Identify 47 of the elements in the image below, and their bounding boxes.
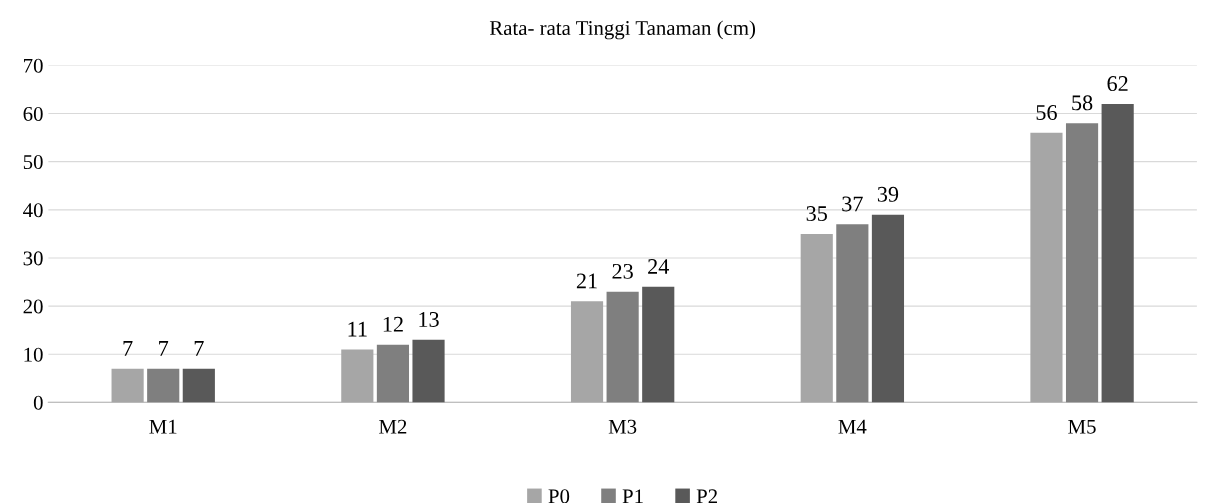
- data-label: 7: [194, 341, 204, 356]
- bar: [1101, 103, 1134, 403]
- data-label: 56: [1036, 105, 1057, 120]
- y-tick-label: 60: [23, 106, 43, 121]
- data-label: 62: [1107, 76, 1128, 92]
- bar: [147, 368, 180, 403]
- y-tick-label: 20: [23, 299, 43, 314]
- y-tick-label: 10: [24, 347, 43, 362]
- data-label: 7: [159, 341, 169, 356]
- bar: [836, 224, 869, 403]
- x-tick-label: M4: [838, 419, 867, 434]
- x-tick-label: M2: [379, 419, 407, 434]
- chart-title: Rata- rata Tinggi Tanaman (cm): [489, 20, 756, 40]
- data-label: 13: [419, 312, 439, 327]
- data-label: 58: [1072, 95, 1093, 111]
- data-label: 7: [123, 341, 133, 356]
- x-tick-label: M5: [1068, 419, 1096, 434]
- data-label: 24: [648, 259, 669, 274]
- bar: [182, 368, 215, 403]
- y-tick-label: 40: [23, 203, 43, 218]
- data-label: 12: [383, 316, 403, 332]
- bar: [376, 344, 409, 403]
- y-tick-label: 70: [24, 58, 43, 73]
- data-label: 11: [348, 321, 367, 337]
- legend-label: P0: [548, 489, 570, 503]
- bar: [412, 339, 445, 403]
- y-tick-label: 50: [23, 155, 43, 170]
- data-label: 39: [877, 186, 899, 202]
- legend-label: P1: [622, 489, 643, 503]
- data-label: 21: [576, 273, 597, 289]
- bar: [341, 349, 374, 403]
- x-tick-label: M3: [608, 419, 637, 434]
- bar: [111, 368, 144, 403]
- y-tick-label: 30: [23, 251, 43, 266]
- bar: [1030, 132, 1063, 403]
- data-label: 23: [612, 263, 633, 279]
- bar: [871, 214, 905, 403]
- data-label: 35: [806, 206, 827, 222]
- x-tick-label: M1: [149, 419, 177, 434]
- bar: [570, 301, 604, 403]
- bar: [1065, 123, 1099, 403]
- bar: [642, 286, 675, 403]
- y-tick-label: 0: [33, 395, 43, 410]
- bar: [606, 291, 639, 403]
- legend-label: P2: [696, 489, 717, 503]
- bar: [800, 233, 833, 403]
- data-label: 37: [842, 196, 863, 212]
